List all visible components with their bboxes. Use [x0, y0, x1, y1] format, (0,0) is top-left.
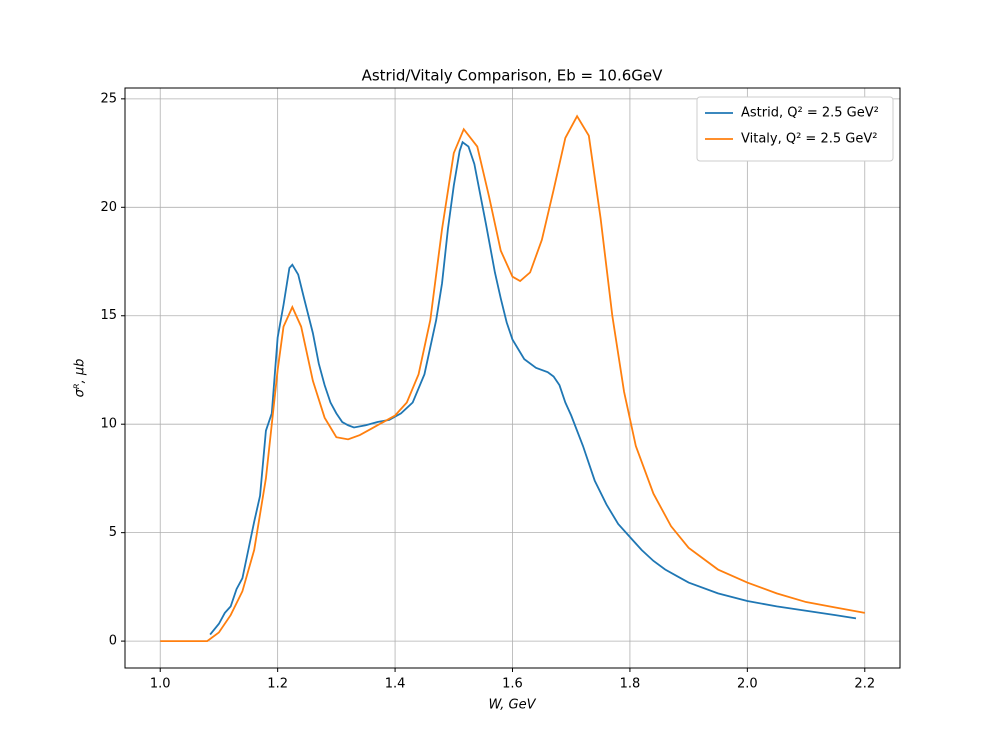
x-tick-label: 1.2 [267, 677, 288, 692]
x-tick-label: 1.8 [620, 677, 641, 692]
legend-label: Vitaly, Q² = 2.5 GeV² [741, 132, 877, 147]
x-tick-label: 1.4 [385, 677, 406, 692]
y-tick-label: 15 [100, 308, 117, 323]
x-tick-label: 2.0 [737, 677, 758, 692]
y-tick-label: 5 [109, 525, 117, 540]
legend-label: Astrid, Q² = 2.5 GeV² [741, 106, 879, 121]
y-tick-label: 0 [109, 634, 117, 649]
plot-frame [124, 87, 901, 669]
x-tick-label: 1.6 [502, 677, 523, 692]
x-axis-label: W, GeV [488, 698, 536, 713]
y-tick-label: 20 [100, 200, 117, 215]
series-line [160, 114, 865, 642]
chart-title: Astrid/Vitaly Comparison, Eb = 10.6GeV [362, 67, 664, 85]
y-axis-label: σᴿ, μb [73, 359, 88, 398]
legend-box [696, 96, 894, 162]
y-tick-label: 25 [100, 91, 117, 106]
x-tick-label: 1.0 [150, 677, 171, 692]
series-line [209, 140, 857, 636]
x-tick-label: 2.2 [854, 677, 875, 692]
y-tick-label: 10 [100, 417, 117, 432]
